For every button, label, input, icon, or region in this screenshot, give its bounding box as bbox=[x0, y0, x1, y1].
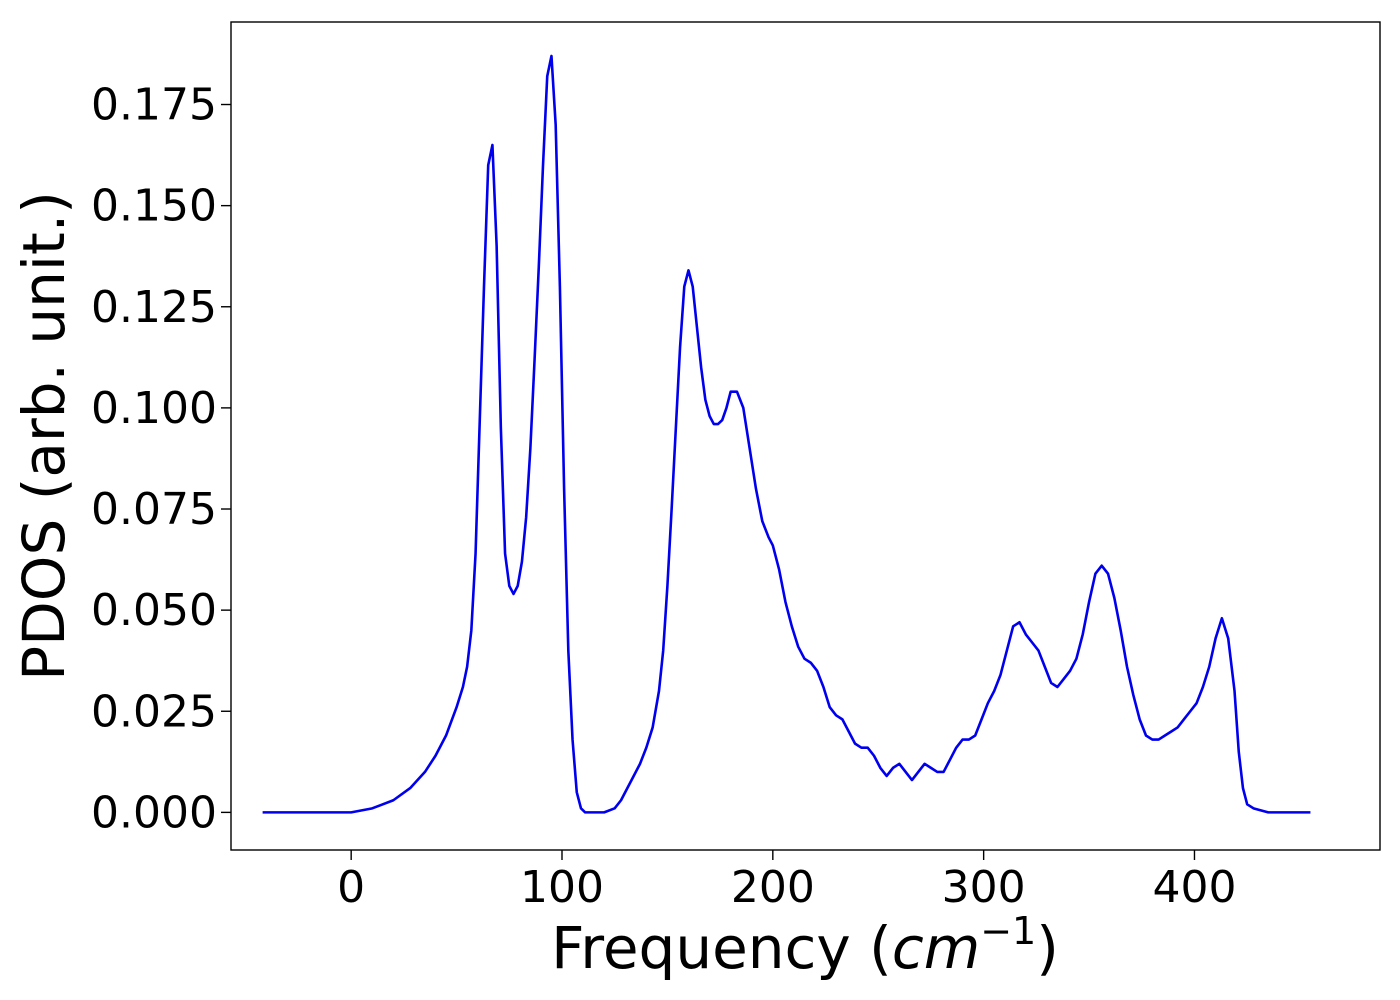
x-tick-label: 0 bbox=[337, 862, 365, 913]
x-axis-label-math: cm bbox=[892, 914, 980, 982]
y-tick-label: 0.150 bbox=[91, 181, 217, 232]
pdos-line bbox=[262, 54, 1311, 814]
x-ticks: 0 100 200 300 400 bbox=[337, 850, 1236, 913]
y-tick-label: 0.000 bbox=[91, 787, 217, 838]
y-tick-label: 0.175 bbox=[91, 80, 217, 131]
x-tick-label: 200 bbox=[731, 862, 815, 913]
x-axis-label-text: Frequency ( bbox=[551, 914, 892, 982]
y-axis-label: PDOS (arb. unit.) bbox=[10, 191, 78, 681]
plot-area bbox=[230, 21, 1381, 851]
y-tick-label: 0.025 bbox=[91, 686, 217, 737]
x-axis-label: Frequency (cm−1) bbox=[551, 909, 1059, 982]
y-tick-label: 0.125 bbox=[91, 282, 217, 333]
y-tick-label: 0.050 bbox=[91, 585, 217, 636]
x-axis-label-sup: −1 bbox=[980, 909, 1036, 953]
x-tick-label: 300 bbox=[942, 862, 1026, 913]
y-tick-label: 0.100 bbox=[91, 383, 217, 434]
x-axis-label-end: ) bbox=[1036, 914, 1059, 982]
y-tick-label: 0.075 bbox=[91, 484, 217, 535]
x-tick-label: 100 bbox=[520, 862, 604, 913]
x-tick-label: 400 bbox=[1152, 862, 1236, 913]
y-ticks: 0.000 0.025 0.050 0.075 0.100 0.125 0.150 0.175 bbox=[91, 80, 231, 838]
